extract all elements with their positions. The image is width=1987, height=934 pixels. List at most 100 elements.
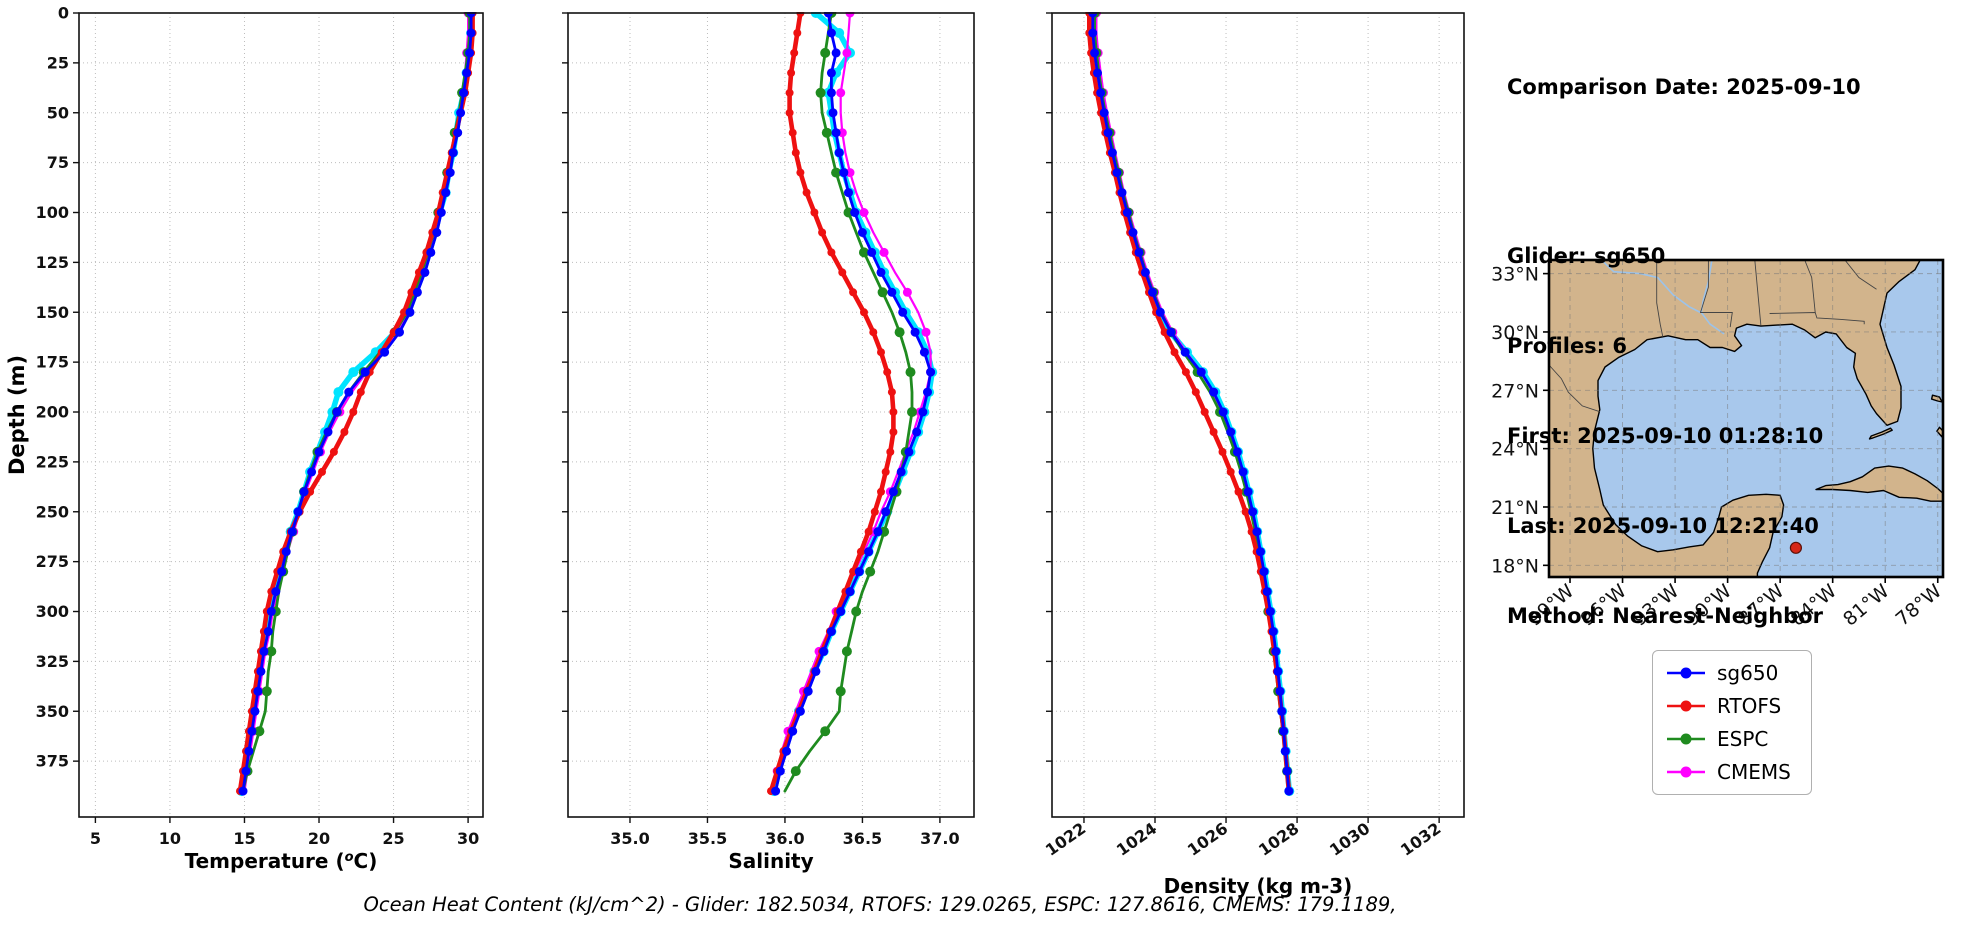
x-tick-label: 15	[233, 829, 255, 848]
legend-item-RTOFS: RTOFS	[1665, 694, 1791, 718]
series-marker-RTOFS	[356, 388, 365, 397]
series-marker-sg650	[775, 766, 785, 776]
series-marker-sg650	[448, 148, 458, 158]
series-marker-ESPC	[835, 686, 846, 697]
panel-salinity: 35.0 35.5 36.0 36.5 37.0 Salinity	[562, 12, 975, 873]
state-border	[1804, 260, 1816, 313]
series-marker-ESPC	[831, 167, 842, 178]
axis-title-salinity: Salinity	[728, 849, 813, 873]
series-line-RTOFS	[768, 12, 896, 794]
series-line-sg650	[774, 12, 932, 793]
depth-tick-label: 300	[36, 602, 69, 621]
series-marker-sg650	[1256, 547, 1265, 557]
series-legend: sg650 RTOFS ESPC CMEMS	[1652, 650, 1812, 795]
profile-plots: 5 10 15 20 25 3002550751001251501752002252502…	[5, 4, 1465, 898]
profiles-count-text: Profiles: 6	[1507, 334, 1628, 358]
series-marker-RTOFS	[318, 467, 326, 476]
series-marker-RTOFS	[787, 68, 796, 77]
series-marker-sg650	[307, 467, 317, 477]
series-marker-ESPC	[841, 646, 852, 657]
series-marker-sg650	[1232, 447, 1242, 457]
series-marker-RTOFS	[785, 88, 794, 97]
series-marker-sg650	[441, 188, 451, 198]
series-marker-ESPC	[821, 127, 832, 138]
series-marker-sg650	[271, 587, 281, 597]
series-marker-sg650	[287, 527, 297, 537]
series-marker-sg650	[867, 247, 877, 257]
series-marker-ESPC	[815, 87, 826, 98]
series-marker-sg650	[844, 188, 853, 198]
series-marker-glider-raw	[348, 367, 359, 378]
x-tick-label: 37.0	[920, 829, 959, 848]
series-marker-ESPC	[865, 566, 876, 577]
series-marker-sg650	[1107, 148, 1117, 158]
state-border	[1699, 260, 1733, 328]
lat-tick-label: 24°N	[1491, 439, 1539, 461]
series-marker-RTOFS	[340, 428, 349, 436]
series-marker-RTOFS	[881, 467, 890, 476]
x-tick-label: 1028	[1255, 819, 1302, 860]
series-marker-sg650	[395, 327, 404, 337]
x-tick-label: 1030	[1326, 819, 1373, 860]
series-marker-sg650	[405, 307, 415, 317]
series-marker-sg650	[854, 567, 864, 577]
series-marker-sg650	[1275, 686, 1285, 696]
x-tick-label: 36.0	[765, 829, 804, 848]
series-marker-glider-raw	[834, 28, 845, 38]
legend-label: ESPC	[1717, 727, 1769, 751]
series-marker-sg650	[873, 527, 883, 537]
series-marker-RTOFS	[1218, 447, 1227, 456]
x-tick-label: 1026	[1184, 819, 1231, 860]
series-marker-RTOFS	[793, 29, 802, 37]
series-marker-sg650	[896, 467, 906, 477]
series-marker-sg650	[238, 786, 248, 796]
series-marker-RTOFS	[889, 408, 898, 416]
series-marker-CMEMS	[842, 48, 852, 58]
x-tick-label: 10	[159, 829, 181, 848]
series-marker-sg650	[788, 726, 798, 736]
series-marker-sg650	[426, 247, 436, 257]
series-marker-sg650	[1112, 168, 1122, 178]
series-marker-RTOFS	[1191, 388, 1200, 397]
series-marker-sg650	[465, 48, 475, 58]
series-marker-sg650	[826, 28, 836, 38]
series-marker-sg650	[803, 686, 813, 696]
legend-item-ESPC: ESPC	[1665, 727, 1791, 751]
series-marker-RTOFS	[1241, 507, 1250, 516]
series-marker-sg650	[1248, 507, 1258, 517]
series-marker-sg650	[263, 627, 273, 636]
state-border	[1844, 260, 1877, 290]
series-marker-sg650	[1155, 307, 1165, 317]
series-marker-sg650	[1180, 347, 1190, 357]
series-marker-RTOFS	[849, 288, 858, 297]
series-marker-RTOFS	[785, 108, 794, 117]
river	[1600, 260, 1701, 314]
series-marker-RTOFS	[827, 248, 836, 257]
series-marker-sg650	[876, 267, 886, 277]
series-marker-RTOFS	[790, 48, 799, 57]
series-marker-RTOFS	[860, 308, 868, 317]
series-marker-sg650	[839, 168, 849, 178]
series-marker-RTOFS	[887, 388, 896, 397]
series-marker-RTOFS	[1226, 467, 1235, 476]
last-profile-time-text: Last: 2025-09-10 12:21:40	[1507, 514, 1819, 538]
series-marker-sg650	[910, 327, 920, 337]
series-marker-glider-raw	[333, 387, 344, 398]
series-marker-sg650	[1093, 68, 1102, 78]
series-line-CMEMS	[771, 12, 932, 793]
lat-tick-label: 30°N	[1491, 322, 1539, 344]
series-marker-sg650	[836, 607, 846, 616]
series-marker-sg650	[466, 28, 476, 38]
series-marker-sg650	[445, 168, 455, 178]
depth-tick-label: 325	[36, 652, 69, 671]
series-marker-sg650	[819, 646, 829, 656]
series-marker-sg650	[314, 447, 324, 457]
series-marker-ESPC	[254, 726, 265, 737]
series-marker-ESPC	[266, 646, 277, 657]
series-marker-sg650	[826, 68, 836, 78]
series-marker-sg650	[1282, 766, 1292, 776]
series-marker-sg650	[1273, 666, 1283, 676]
series-marker-sg650	[1196, 367, 1206, 377]
series-marker-RTOFS	[329, 447, 338, 456]
series-marker-CMEMS	[845, 168, 855, 178]
